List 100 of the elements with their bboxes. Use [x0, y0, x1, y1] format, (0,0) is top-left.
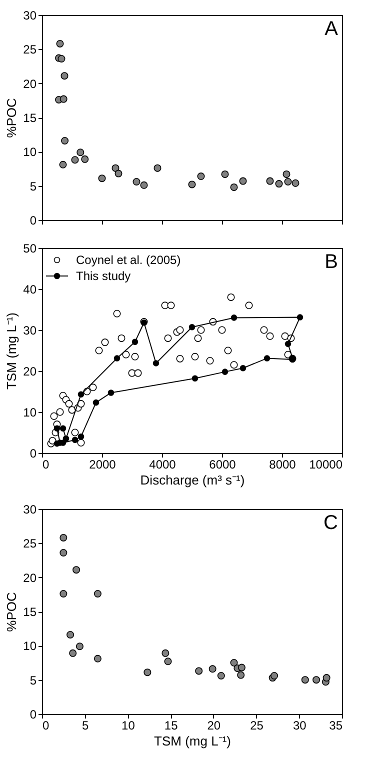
point — [56, 40, 64, 48]
point — [260, 326, 268, 334]
point — [239, 177, 247, 185]
point — [62, 436, 70, 442]
point — [98, 174, 106, 182]
point — [230, 183, 238, 191]
point — [131, 352, 139, 360]
point — [81, 155, 89, 163]
point — [230, 361, 238, 369]
point — [122, 350, 130, 358]
y-tick-label: 0 — [30, 708, 37, 722]
point — [237, 671, 245, 679]
point — [197, 326, 205, 334]
point — [58, 54, 66, 62]
point — [227, 293, 235, 301]
annotation: C — [324, 512, 338, 534]
y-tick-label: 0 — [30, 214, 37, 228]
y-tick-label: 15 — [23, 111, 37, 125]
point — [60, 425, 66, 432]
y-tick-label: 25 — [23, 42, 37, 57]
x-tick-label: 30 — [292, 718, 307, 732]
point — [60, 534, 68, 542]
x-tick-label: 35 — [329, 718, 343, 732]
y-tick-label: 10 — [23, 639, 37, 654]
point — [50, 412, 58, 420]
point — [95, 346, 103, 354]
annotation: A — [324, 18, 339, 40]
y-axis-title: TSM (mg L⁻¹) — [4, 312, 20, 390]
point — [92, 399, 100, 406]
x-axis-title: Discharge (m³ s⁻¹) — [140, 472, 245, 488]
y-axis-title: %POC — [4, 98, 20, 138]
y-tick-label: 5 — [30, 179, 37, 194]
point — [167, 302, 175, 310]
x-tick-label: 10 — [122, 718, 136, 732]
y-tick-label: 20 — [23, 76, 37, 91]
point — [245, 302, 253, 310]
point — [54, 425, 60, 432]
point — [164, 334, 172, 342]
x-tick-label: 20 — [207, 718, 221, 732]
point — [101, 338, 109, 346]
point — [114, 355, 120, 362]
point — [218, 326, 226, 334]
point — [56, 408, 64, 416]
x-tick-label: 10000 — [309, 458, 343, 472]
x-tick-label: 0 — [42, 458, 50, 472]
x-tick-label: 4000 — [149, 458, 176, 472]
point — [60, 95, 68, 103]
point — [132, 338, 138, 346]
point — [76, 148, 84, 156]
point — [312, 676, 320, 684]
point — [154, 164, 162, 172]
x-tick-label: 8000 — [269, 458, 296, 472]
point — [191, 352, 199, 360]
point — [78, 391, 84, 398]
point — [217, 672, 225, 680]
point — [114, 170, 122, 178]
y-tick-label: 0 — [30, 446, 37, 460]
point — [176, 326, 184, 334]
point — [144, 668, 152, 676]
y-tick-label: 30 — [23, 502, 37, 516]
y-tick-label: 5 — [30, 673, 37, 688]
point — [69, 649, 77, 657]
point — [301, 676, 309, 684]
point — [266, 177, 274, 185]
point — [71, 428, 79, 436]
point — [275, 180, 283, 188]
y-tick-label: 40 — [23, 282, 37, 296]
point — [195, 667, 203, 675]
point — [108, 390, 114, 396]
x-tick-label: 5 — [82, 718, 90, 732]
point — [60, 590, 68, 598]
point — [162, 649, 170, 657]
x-tick-label: 2000 — [89, 458, 116, 472]
legend-label: Coynel et al. (2005) — [76, 253, 181, 267]
y-tick-label: 30 — [23, 324, 37, 338]
point — [60, 548, 68, 556]
y-tick-label: 15 — [23, 605, 37, 619]
point — [282, 170, 290, 178]
point — [194, 334, 202, 342]
point — [206, 357, 214, 364]
point — [192, 375, 198, 382]
x-tick-label: 15 — [164, 718, 178, 732]
point — [66, 630, 74, 638]
y-tick-label: 30 — [23, 8, 37, 22]
x-tick-label: 25 — [250, 718, 264, 732]
point — [152, 360, 160, 366]
point — [118, 334, 126, 342]
point — [224, 346, 232, 354]
x-tick-label: 6000 — [209, 458, 236, 472]
y-axis-title: %POC — [4, 592, 20, 632]
point — [230, 314, 238, 321]
point — [72, 566, 80, 574]
point — [176, 354, 184, 362]
point — [94, 654, 102, 662]
point — [113, 310, 121, 318]
point — [284, 340, 292, 348]
point — [59, 160, 67, 168]
point — [60, 72, 68, 80]
point — [78, 433, 84, 440]
point — [264, 355, 270, 362]
